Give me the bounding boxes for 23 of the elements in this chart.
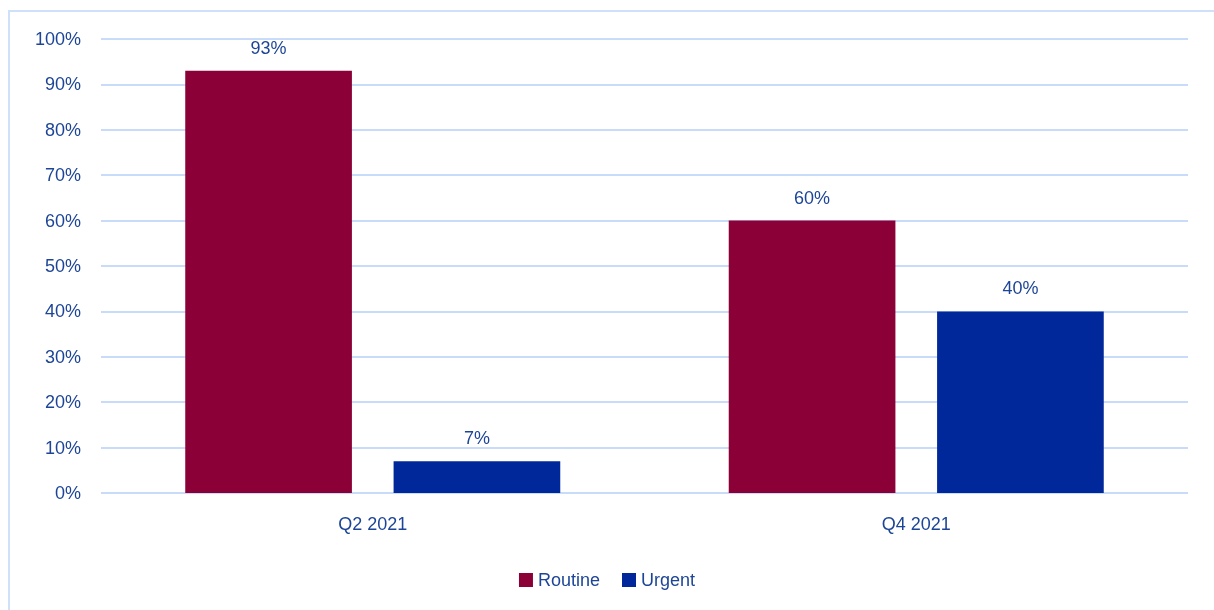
data-label: 40% bbox=[1002, 278, 1039, 299]
y-tick-label: 60% bbox=[44, 210, 81, 231]
y-tick-label: 70% bbox=[44, 165, 81, 186]
y-tick-label: 10% bbox=[44, 437, 81, 458]
bar bbox=[728, 220, 896, 493]
y-tick-label: 90% bbox=[44, 74, 81, 95]
y-tick-label: 80% bbox=[44, 119, 81, 140]
x-tick-label: Q2 2021 bbox=[338, 514, 408, 534]
bar bbox=[937, 311, 1104, 493]
legend-label: Routine bbox=[537, 570, 601, 590]
y-tick-label: 50% bbox=[44, 256, 81, 276]
bar bbox=[185, 70, 352, 493]
y-tick-label: 100% bbox=[34, 29, 81, 49]
x-tick-label: Q4 2021 bbox=[881, 514, 951, 534]
data-label: 7% bbox=[463, 428, 490, 449]
y-tick-label: 0% bbox=[54, 483, 81, 503]
y-tick-label: 30% bbox=[44, 346, 81, 367]
data-label: 60% bbox=[794, 187, 831, 208]
y-tick-label: 20% bbox=[44, 392, 81, 413]
legend-label: Urgent bbox=[641, 570, 696, 590]
y-tick-label: 40% bbox=[44, 301, 81, 322]
data-label: 93% bbox=[250, 37, 287, 58]
bar bbox=[393, 461, 561, 493]
